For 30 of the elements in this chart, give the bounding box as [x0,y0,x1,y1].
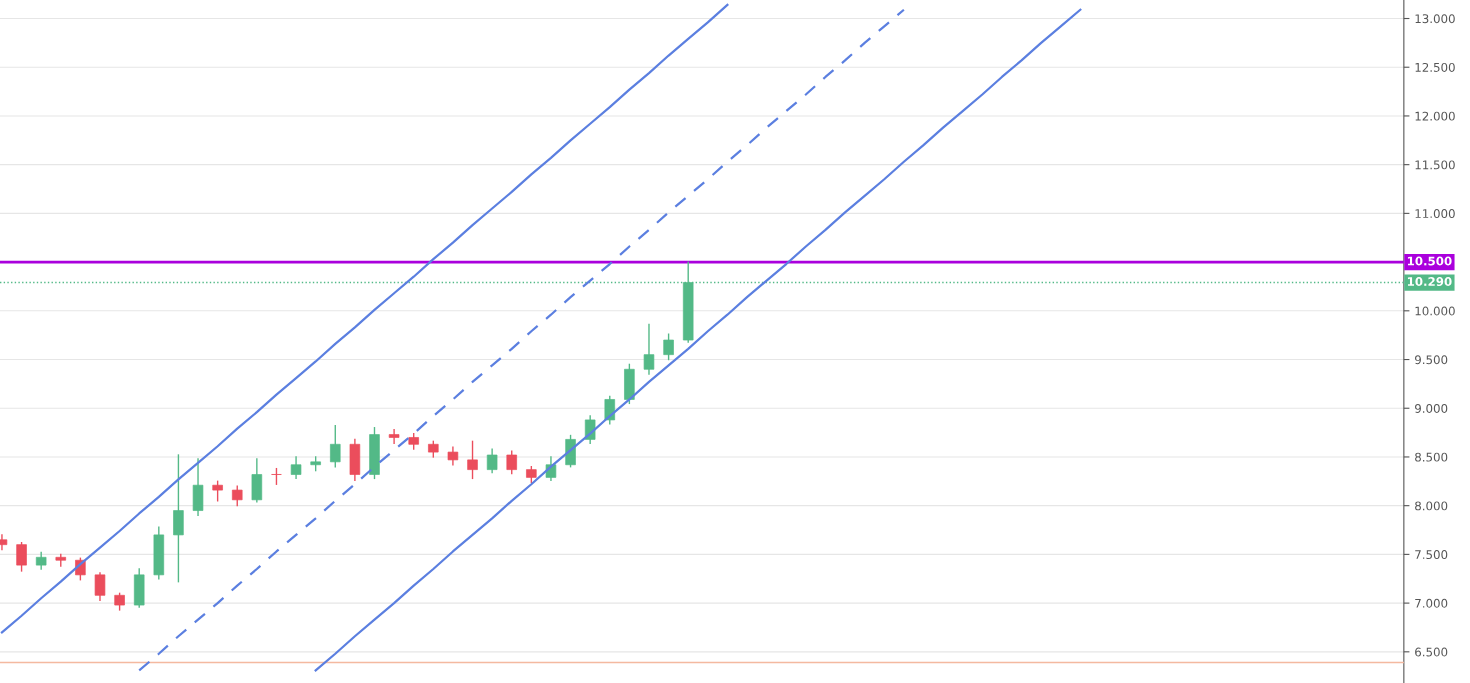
candlestick [643,323,655,375]
ref-line-label: 10.500 [1407,256,1452,266]
candlestick [663,333,674,361]
candlestick [212,480,223,502]
y-tick-label: 8.000 [1415,501,1448,511]
y-tick-label: 9.500 [1415,355,1448,365]
y-tick-label: 12.000 [1415,111,1455,121]
candlestick [330,425,341,468]
y-tick-label: 9.000 [1415,403,1448,413]
candlestick [388,428,400,445]
line-series [138,8,905,672]
y-tick-label: 12.500 [1415,62,1455,72]
y-tick-label: 11.000 [1415,209,1455,219]
candlestick [486,448,498,474]
y-tick-label: 11.500 [1415,160,1455,170]
candlestick [506,450,517,475]
y-tick-label: 7.500 [1415,550,1448,560]
ref-line-label: 10.290 [1407,277,1452,286]
y-tick-label: 10.000 [1415,306,1455,316]
y-tick-label: 7.000 [1415,598,1448,608]
line-series [0,3,729,634]
y-tick-label: 6.500 [1415,647,1448,657]
y-tick-label: 13.000 [1415,14,1455,24]
candlestick [16,542,27,572]
candlestick [231,485,243,507]
candlestick [94,572,106,601]
candlestick [467,440,478,480]
candlestick [290,456,302,480]
line-series [314,8,1082,672]
y-tick-label: 8.500 [1415,452,1448,462]
